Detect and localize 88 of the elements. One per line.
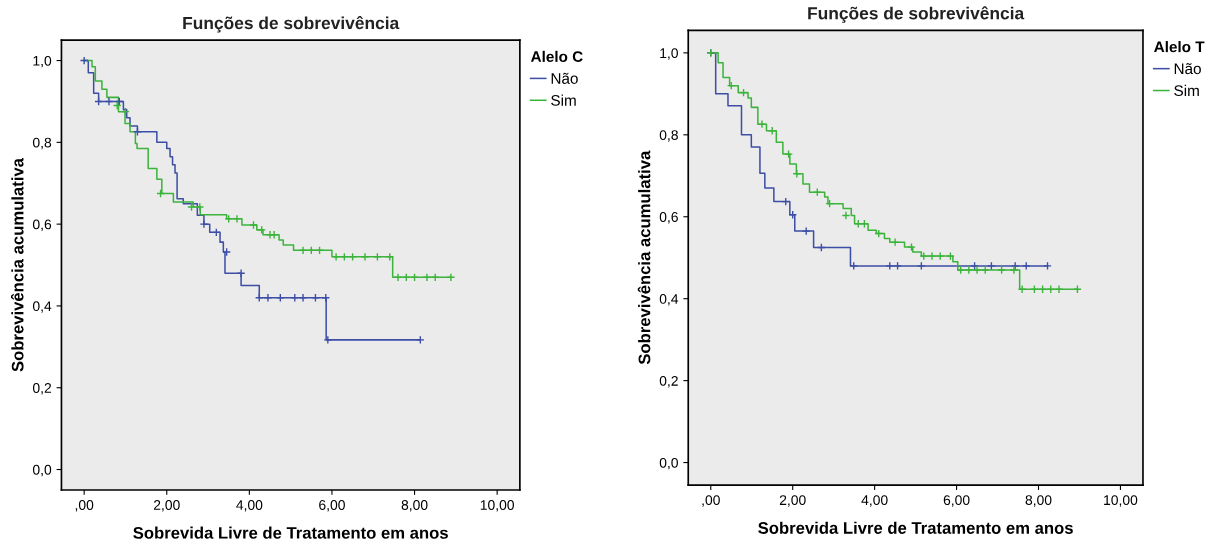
point bbox=[360, 252, 370, 262]
point bbox=[393, 272, 403, 282]
point bbox=[195, 202, 205, 212]
point bbox=[784, 149, 793, 159]
y-axis-title: Sobrevivência acumulativa bbox=[10, 157, 24, 372]
point bbox=[385, 252, 395, 262]
point bbox=[1009, 265, 1019, 275]
point bbox=[893, 261, 902, 271]
legend-title: Alelo C bbox=[530, 50, 583, 63]
legend-title: Alelo T bbox=[1154, 41, 1205, 53]
x-tick-label: 10,00 bbox=[480, 500, 514, 512]
point bbox=[849, 261, 859, 271]
x-tick-label: 2,00 bbox=[153, 500, 180, 512]
point bbox=[298, 293, 308, 303]
point bbox=[935, 251, 945, 261]
point bbox=[104, 97, 114, 106]
point bbox=[257, 225, 267, 235]
point bbox=[331, 252, 341, 262]
x-tick-label: 6,00 bbox=[943, 495, 970, 507]
x-axis-title: Sobrevida Livre de Tratamento em anos bbox=[133, 526, 448, 539]
legend-label: Não bbox=[551, 72, 578, 84]
point bbox=[907, 242, 916, 252]
point bbox=[339, 252, 349, 262]
y-tick-label: 0,8 bbox=[659, 130, 678, 142]
point bbox=[249, 220, 258, 230]
point bbox=[987, 261, 996, 271]
point bbox=[757, 119, 767, 129]
x-tick-label: 4,00 bbox=[861, 495, 888, 507]
chart-title: Funções de sobrevivência bbox=[808, 6, 1025, 23]
point bbox=[222, 247, 232, 257]
point bbox=[348, 252, 357, 262]
point bbox=[1021, 261, 1031, 271]
point bbox=[916, 261, 926, 271]
y-tick-label: 0,8 bbox=[32, 137, 52, 150]
y-tick-label: 1,0 bbox=[33, 55, 52, 68]
point bbox=[841, 211, 851, 220]
legend-label: Não bbox=[1174, 63, 1201, 75]
point bbox=[1043, 261, 1052, 271]
x-axis-title: Sobrevida Livre de Tratamento em anos bbox=[758, 521, 1073, 534]
x-tick-label: ,00 bbox=[702, 495, 720, 507]
y-tick-label: 0,4 bbox=[659, 294, 679, 306]
point bbox=[79, 56, 89, 65]
point bbox=[232, 214, 242, 224]
point bbox=[415, 335, 425, 345]
point bbox=[801, 226, 811, 236]
y-tick-label: 0,4 bbox=[32, 301, 52, 313]
x-tick-label: 4,00 bbox=[236, 500, 263, 512]
point bbox=[919, 251, 929, 261]
x-tick-label: 2,00 bbox=[779, 495, 806, 507]
y-tick-label: 0,6 bbox=[659, 212, 678, 224]
point bbox=[927, 251, 937, 261]
point bbox=[422, 272, 432, 282]
point bbox=[956, 265, 966, 275]
point bbox=[980, 265, 990, 275]
x-tick-label: ,00 bbox=[75, 500, 94, 512]
point bbox=[224, 214, 234, 224]
point bbox=[1010, 261, 1020, 271]
point bbox=[263, 293, 273, 303]
point bbox=[890, 237, 900, 247]
x-tick-label: 10,00 bbox=[1104, 495, 1138, 507]
y-tick-label: 0,6 bbox=[32, 219, 52, 231]
point bbox=[373, 252, 382, 262]
point bbox=[446, 272, 456, 282]
point bbox=[885, 261, 895, 271]
point bbox=[1054, 284, 1064, 294]
point bbox=[997, 265, 1007, 275]
y-tick-label: 0,2 bbox=[32, 383, 52, 395]
point bbox=[812, 187, 822, 197]
legend-label: Sim bbox=[1174, 84, 1199, 97]
x-tick-label: 8,00 bbox=[401, 500, 428, 512]
y-tick-label: 0,0 bbox=[659, 457, 678, 470]
point bbox=[199, 219, 209, 229]
y-axis-title: Sobrevivência acumulativa bbox=[637, 150, 651, 365]
point bbox=[1017, 284, 1027, 294]
point bbox=[946, 251, 955, 261]
point bbox=[323, 335, 333, 345]
y-tick-label: 0,0 bbox=[32, 464, 52, 477]
point bbox=[964, 265, 974, 275]
point bbox=[187, 202, 196, 212]
y-tick-label: 0,2 bbox=[659, 375, 678, 388]
legend-label: Sim bbox=[551, 94, 576, 106]
x-tick-label: 6,00 bbox=[319, 500, 345, 512]
x-tick-label: 8,00 bbox=[1025, 495, 1052, 507]
chart-title: Funções de sobrevivência bbox=[183, 16, 400, 33]
point bbox=[972, 265, 982, 275]
y-tick-label: 1,0 bbox=[660, 48, 678, 60]
point bbox=[236, 268, 246, 278]
point bbox=[298, 245, 308, 255]
